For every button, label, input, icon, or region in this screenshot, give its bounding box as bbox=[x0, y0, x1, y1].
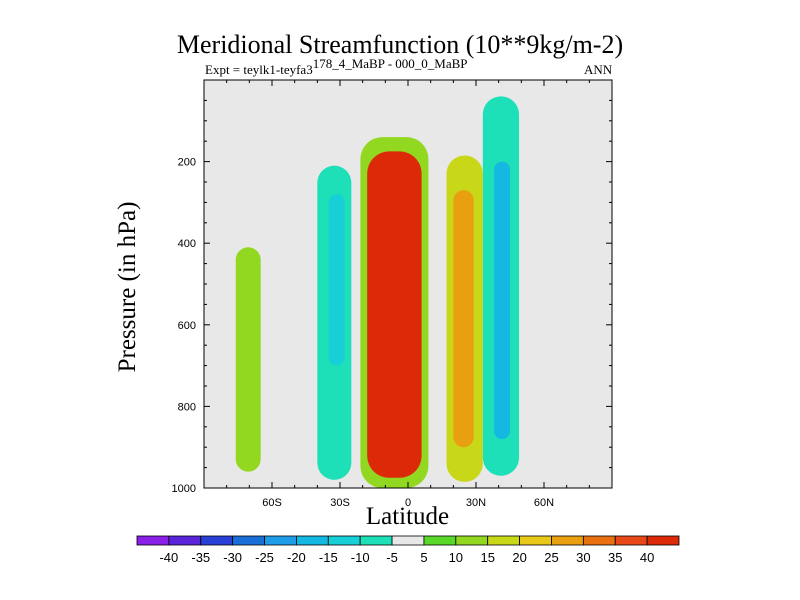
colorbar-swatch bbox=[296, 535, 329, 546]
y-tick-label: 200 bbox=[178, 157, 196, 169]
colorbar-label: -35 bbox=[191, 550, 210, 565]
experiment-label: Expt = teylk1-teyfa3178_4_MaBP - 000_0_M… bbox=[205, 56, 468, 78]
colorbar-swatch bbox=[327, 535, 361, 546]
colorbar-label: -20 bbox=[287, 550, 306, 565]
north-mid-core-contour bbox=[494, 161, 510, 440]
colorbar-swatch bbox=[455, 535, 489, 546]
colorbar-swatch bbox=[391, 535, 425, 546]
colorbar-label: -30 bbox=[223, 550, 242, 565]
polar-south-contour bbox=[235, 247, 261, 472]
colorbar-swatch bbox=[519, 535, 552, 546]
colorbar-swatch bbox=[200, 535, 234, 546]
colorbar-label: -25 bbox=[255, 550, 274, 565]
colorbar-swatch bbox=[359, 535, 393, 546]
x-tick-label: 30N bbox=[466, 497, 486, 509]
colorbar-label: 15 bbox=[480, 550, 494, 565]
season-label: ANN bbox=[584, 62, 613, 77]
contour-regions bbox=[235, 80, 560, 488]
polar-north-contour bbox=[539, 332, 560, 472]
colorbar-swatch bbox=[487, 535, 520, 546]
x-tick-label: 60S bbox=[262, 497, 282, 509]
colorbar-label: 30 bbox=[576, 550, 590, 565]
colorbar-label: -5 bbox=[386, 550, 398, 565]
colorbar-label: 10 bbox=[449, 550, 463, 565]
colorbar-swatch bbox=[136, 535, 170, 546]
colorbar-swatch bbox=[232, 535, 265, 546]
colorbar-label: 40 bbox=[640, 550, 654, 565]
y-tick-label: 600 bbox=[178, 320, 196, 332]
colorbar-swatch bbox=[423, 535, 457, 546]
colorbar-label: 20 bbox=[512, 550, 526, 565]
colorbar-swatch bbox=[646, 535, 680, 546]
colorbar-swatch bbox=[168, 535, 202, 546]
x-tick-label: 30S bbox=[330, 497, 350, 509]
colorbar-label: 25 bbox=[544, 550, 558, 565]
experiment-label-base: Expt = teylk1-teyfa3 bbox=[205, 62, 313, 77]
axis-ticks: 60S 30S 0 30N 60N 200 400 600 800 1000 bbox=[172, 80, 612, 509]
colorbar-swatch bbox=[264, 535, 297, 546]
colorbar-swatch bbox=[551, 535, 584, 546]
south-mid-core-contour bbox=[328, 194, 345, 366]
colorbar-label: 35 bbox=[608, 550, 622, 565]
tropical-cell-core-contour bbox=[367, 151, 422, 478]
y-tick-label: 800 bbox=[178, 401, 196, 413]
y-tick-label: 400 bbox=[178, 238, 196, 250]
x-axis-label: Latitude bbox=[365, 503, 450, 530]
y-tick-label: 1000 bbox=[172, 483, 196, 495]
chart-title: Meridional Streamfunction (10**9kg/m-2) bbox=[176, 30, 624, 59]
experiment-label-superscript: 178_4_MaBP - 000_0_MaBP bbox=[312, 56, 468, 71]
colorbar-label: -10 bbox=[351, 550, 370, 565]
colorbar-swatch bbox=[614, 535, 648, 546]
colorbar-label: -40 bbox=[159, 550, 178, 565]
south-upper-contour bbox=[283, 80, 306, 154]
colorbar-swatch bbox=[582, 535, 616, 546]
colorbar: -40 -35 -30 -25 -20 -15 -10 -5 5 10 15 20 25 30 35 40 bbox=[136, 535, 680, 565]
x-tick-label: 60N bbox=[534, 497, 554, 509]
colorbar-label: 5 bbox=[420, 550, 427, 565]
north-cell-core-contour bbox=[453, 190, 474, 448]
colorbar-label: -15 bbox=[319, 550, 338, 565]
x-tick-label: 0 bbox=[405, 497, 411, 509]
